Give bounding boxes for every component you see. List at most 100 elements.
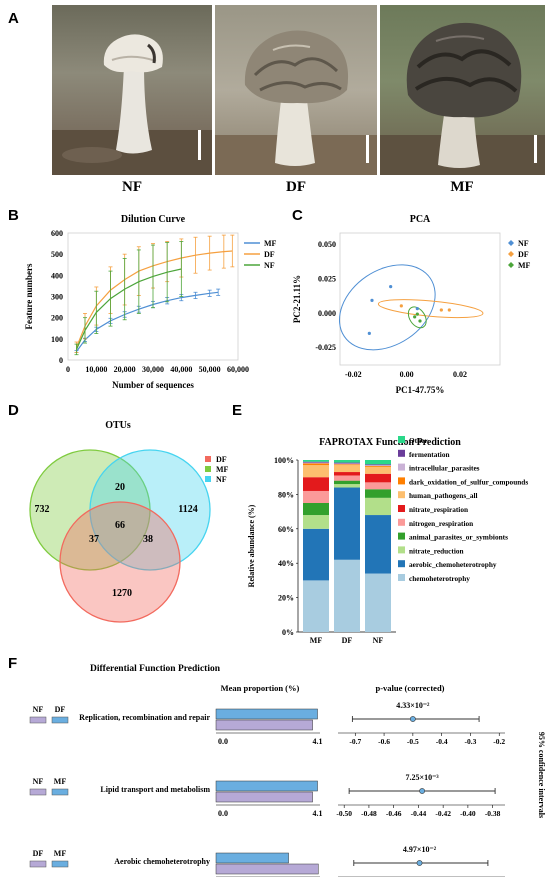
photo-nf	[52, 5, 212, 175]
legend-swatch	[398, 560, 405, 568]
legend-label: MF	[518, 261, 531, 270]
bar-segment-nitrate-respiration	[365, 473, 391, 483]
group-label: DF	[55, 705, 66, 714]
bar-segment-nitrogen-respiration	[303, 490, 329, 503]
legend-label: NF	[216, 475, 227, 484]
ci-tick-label: -0.42	[435, 809, 451, 818]
venn-count-mf-only: 732	[35, 504, 50, 515]
legend-label: aerobic_chemoheterotrophy	[409, 560, 497, 569]
function-label: Aerobic chemoheterotrophy	[114, 857, 210, 866]
x-tick-label: 50,000	[199, 365, 221, 374]
data-point-mf	[413, 315, 417, 319]
y-tick-label: 0	[59, 356, 63, 365]
mean-bar-top	[215, 780, 318, 792]
ci-tick-label: -0.2	[493, 737, 505, 746]
bar-segment-aerobic-chemoheterotrophy	[365, 515, 391, 574]
y-axis-label: Relative abundance (%)	[247, 504, 256, 587]
bar-segment-intracellular-parasites	[334, 463, 360, 465]
group-label: NF	[33, 705, 44, 714]
bar-segment-aerobic-chemoheterotrophy	[334, 487, 360, 560]
legend-label: NF	[264, 261, 275, 270]
bar-segment-animal-parasites-or-symbionts	[365, 489, 391, 498]
differential-row: NF MF Lipid transport and metabolism 0.0 4.1…	[29, 773, 505, 818]
differential-row: NF DF Replication, recombination and repai…	[29, 701, 505, 746]
plot-frame	[67, 232, 239, 361]
panel-letter-a: A	[8, 10, 19, 27]
legend-swatch	[398, 574, 405, 581]
x-tick-label: 40,000	[170, 365, 192, 374]
bar-segment-human-pathogens-all	[365, 466, 391, 474]
y-tick-label: -0.025	[315, 343, 336, 352]
bar-segment-animal-parasites-or-symbionts	[334, 480, 360, 485]
group-label: MF	[54, 777, 67, 786]
legend-swatch	[398, 463, 405, 471]
ci-mean-point	[419, 788, 426, 794]
venn-circle-df	[59, 501, 181, 623]
x-tick-label: 20,000	[114, 365, 136, 374]
y-tick-label: 500	[51, 250, 63, 259]
confidence-interval-label: 95% confidence intervals	[537, 732, 546, 818]
legend-swatch	[205, 476, 211, 482]
x-axis-label: Number of sequences	[112, 380, 194, 390]
function-label: Lipid transport and metabolism	[100, 785, 210, 794]
chart-title: FAPROTAX Function Prediction	[319, 437, 461, 448]
legend-swatch	[398, 477, 405, 485]
chart-title: Differential Function Prediction	[90, 664, 221, 674]
data-point-nf	[370, 298, 374, 302]
group-swatch	[29, 860, 47, 868]
y-tick-label: 20%	[278, 594, 294, 603]
mean-proportion-header: Mean proportion (%)	[221, 683, 300, 693]
bar-segment-dark-oxidation-of-sulfur-compounds	[365, 466, 391, 467]
legend-swatch	[398, 505, 405, 512]
y-tick-label: 60%	[278, 525, 294, 534]
mean-bar-top	[215, 708, 318, 720]
legend-label: intracellular_parasites	[409, 464, 480, 473]
bar-axis-label: 4.1	[313, 737, 323, 746]
bar-segment-nitrogen-respiration	[334, 475, 360, 481]
legend-swatch	[398, 491, 405, 499]
data-point-mf	[418, 319, 422, 323]
mean-bar-bottom	[215, 719, 313, 731]
ci-mean-point	[416, 860, 423, 866]
legend-swatch	[508, 262, 514, 268]
pca-chart: PCA -0.025 0.000 0.025 0.050 -0.02 0.00 0.02 PC1…	[292, 214, 531, 395]
y-tick-label: 100	[51, 335, 63, 344]
venn-count-mf-nf: 20	[115, 482, 125, 493]
series-nf	[74, 241, 184, 356]
legend-label: human_pathogens_all	[409, 491, 478, 500]
panel-letter-e: E	[232, 402, 243, 419]
photo-label-df: DF	[286, 179, 306, 195]
bar-segment-fermentation	[303, 461, 329, 463]
venn-count-df-only: 1270	[112, 588, 132, 599]
group-swatch	[29, 716, 47, 724]
legend-label: NF	[518, 239, 529, 248]
bar-segment-human-pathogens-all	[334, 465, 360, 473]
mean-bar-bottom	[215, 863, 319, 875]
mushroom-nf-image	[52, 34, 212, 175]
group-label: MF	[54, 849, 67, 858]
x-tick-label: 60,000	[227, 365, 249, 374]
bar-segment-aerobic-chemoheterotrophy	[303, 528, 329, 581]
y-axis-label: PC2-21.11%	[292, 275, 302, 323]
x-tick-label: 0.00	[400, 370, 414, 379]
y-axis-label: Feature numbers	[24, 263, 34, 330]
confidence-ellipse-mf	[407, 306, 427, 329]
confidence-ellipse-df	[377, 299, 484, 319]
bar-segment-dark-oxidation-of-sulfur-compounds	[334, 464, 360, 466]
data-point-df	[399, 304, 403, 308]
legend-swatch	[205, 466, 211, 472]
legend-label: nitrate_reduction	[409, 546, 464, 555]
p-value-text: 4.97×10⁻²	[403, 845, 437, 854]
legend-label: dark_oxidation_of_sulfur_compounds	[409, 477, 528, 486]
legend-label: Other	[409, 436, 428, 445]
group-label: NF	[33, 777, 44, 786]
x-axis-label: PC1-47.75%	[396, 385, 445, 395]
legend-label: fermentation	[409, 450, 450, 459]
bar-segment-chemoheterotrophy	[334, 559, 360, 632]
ci-tick-label: -0.7	[349, 737, 361, 746]
data-point-nf	[415, 307, 419, 311]
panel-letter-f: F	[8, 655, 18, 672]
faprotax-stacked-bar-chart: FAPROTAX Function Prediction 0% 20% 40% 60% 8…	[247, 436, 528, 645]
x-tick-label: 0	[66, 365, 70, 374]
